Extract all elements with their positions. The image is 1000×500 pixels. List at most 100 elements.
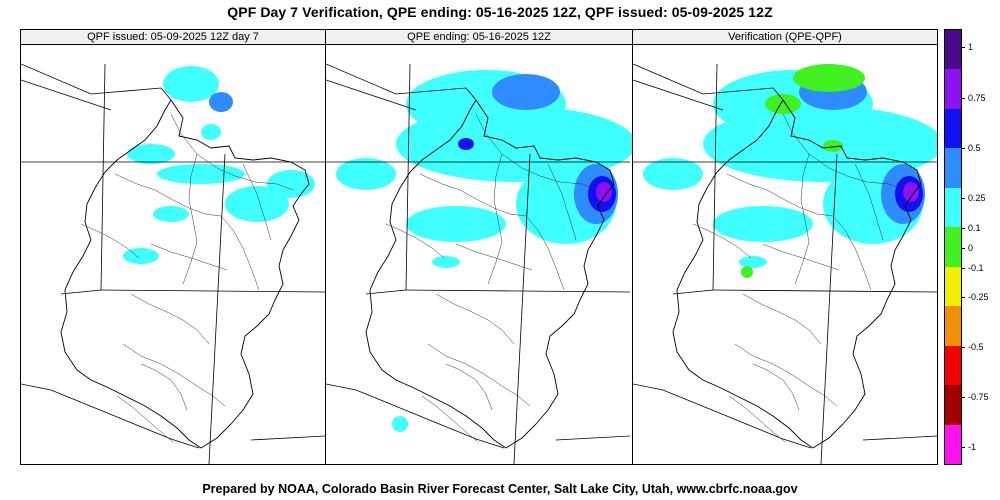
page-title: QPF Day 7 Verification, QPE ending: 05-1… [227, 4, 773, 20]
precip-area [703, 106, 937, 182]
colorbar-segment [945, 306, 961, 347]
colorbar-label: 0.5 [968, 143, 981, 153]
precip-area [336, 158, 396, 190]
state-border [326, 63, 477, 101]
river [742, 293, 822, 345]
footer-credit: Prepared by NOAA, Colorado Basin River F… [202, 482, 798, 496]
river [80, 223, 140, 259]
colorbar-segment [945, 424, 961, 465]
colorbar-tick [962, 268, 965, 269]
precip-area [793, 64, 865, 92]
colorbar-label: 0.75 [968, 93, 986, 103]
river [487, 153, 503, 285]
precip-area [127, 144, 175, 164]
state-border [250, 435, 325, 441]
river [728, 395, 786, 443]
precip-area [157, 164, 245, 184]
state-border [633, 383, 812, 449]
colorbar-segment [945, 266, 961, 307]
colorbar-tick [962, 248, 965, 249]
river [170, 113, 294, 191]
precip-area [765, 94, 801, 114]
verification-panel: Verification (QPE-QPF) [632, 29, 938, 465]
colorbar-tick [962, 297, 965, 298]
colorbar-label: -0.75 [968, 392, 989, 402]
state-border [60, 63, 106, 295]
precip-area [153, 206, 189, 222]
precip-area [396, 106, 632, 182]
river [726, 173, 834, 217]
precip-area [741, 266, 753, 278]
colorbar-tick [962, 98, 965, 99]
river [445, 363, 493, 411]
colorbar-tick [962, 148, 965, 149]
state-border [633, 63, 784, 101]
river [116, 395, 174, 443]
qpe-panel: QPE ending: 05-16-2025 12Z [325, 29, 633, 465]
river [130, 293, 210, 345]
qpf-panel: QPF issued: 05-09-2025 12Z day 7 [20, 29, 326, 465]
precip-area [225, 186, 289, 222]
verification-panel-header: Verification (QPE-QPF) [633, 30, 937, 45]
colorbar-tick [962, 347, 965, 348]
state-border [633, 79, 724, 111]
state-border [21, 63, 172, 101]
basin-outline [672, 99, 922, 449]
colorbar-segment [945, 385, 961, 426]
basin-outline [365, 99, 615, 449]
river [140, 363, 188, 411]
basin-outline [60, 99, 310, 449]
colorbar-segment [945, 345, 961, 386]
river [854, 163, 884, 241]
precip-area [209, 92, 233, 112]
river [242, 163, 272, 241]
colorbar-segment [945, 227, 961, 268]
river [182, 153, 198, 285]
colorbar-label: 0.1 [968, 223, 981, 233]
colorbar-label: 0 [968, 243, 974, 253]
state-border [100, 289, 325, 293]
precip-area [739, 256, 767, 268]
precip-area [643, 158, 703, 190]
precip-area [432, 256, 460, 268]
river [435, 293, 515, 345]
state-border [326, 79, 417, 111]
state-border [555, 435, 631, 441]
river [692, 223, 752, 259]
colorbar-segment [945, 30, 961, 70]
precip-area [823, 140, 843, 152]
state-border [21, 383, 200, 449]
colorbar-label: -1 [968, 442, 977, 452]
river [122, 343, 226, 407]
river [427, 343, 531, 407]
colorbar-tick [962, 397, 965, 398]
precip-area [492, 74, 560, 110]
colorbar-segment [945, 148, 961, 189]
river [114, 173, 222, 217]
state-border [820, 153, 838, 464]
colorbar-label: 1 [968, 42, 974, 52]
state-border [208, 153, 226, 464]
state-border [21, 79, 112, 111]
precip-area [163, 66, 219, 102]
precip-area [713, 206, 813, 242]
colorbar-label: -0.25 [968, 292, 989, 302]
state-border [513, 153, 531, 464]
colorbar-tick [962, 47, 965, 48]
precip-area [596, 182, 612, 202]
river [455, 243, 533, 271]
river [220, 215, 260, 291]
colorbar-tick [962, 447, 965, 448]
precip-area [903, 182, 919, 202]
precip-area [458, 138, 474, 150]
state-border [712, 289, 937, 293]
state-border [862, 435, 937, 441]
river [832, 215, 872, 291]
qpe-panel-header: QPE ending: 05-16-2025 12Z [326, 30, 632, 45]
precip-area [406, 206, 506, 242]
colorbar [944, 29, 962, 465]
qpf-panel-header: QPF issued: 05-09-2025 12Z day 7 [21, 30, 325, 45]
state-border [405, 289, 631, 293]
river [734, 343, 838, 407]
colorbar-tick [962, 228, 965, 229]
